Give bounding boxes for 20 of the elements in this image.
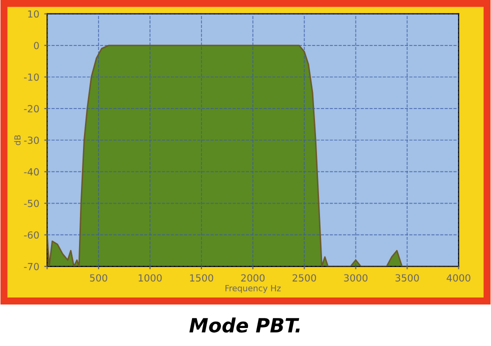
x-tick-label: 1500	[190, 274, 214, 282]
x-tick-label: 3500	[396, 274, 419, 282]
x-tick-label: 2500	[292, 274, 316, 282]
x-tick-label: 500	[90, 274, 108, 282]
y-tick-label: -50	[24, 200, 39, 208]
y-tick-label: -20	[24, 105, 39, 112]
x-axis-title: Frequency Hz	[226, 285, 281, 293]
x-tick-label: 3000	[344, 274, 368, 282]
y-tick-label: -40	[24, 168, 39, 176]
y-tick-label: -10	[24, 73, 39, 81]
y-tick-label: -30	[24, 136, 39, 144]
x-tick-label: 1000	[138, 274, 162, 282]
x-tick-label: 2000	[241, 274, 265, 282]
y-tick-label: -70	[24, 262, 39, 270]
y-tick-label: 0	[34, 42, 39, 50]
text: Mode PBT.	[189, 318, 300, 333]
y-axis-title: dB	[14, 135, 21, 146]
y-tick-label: -60	[24, 231, 39, 239]
y-tick-label: 10	[28, 10, 39, 18]
x-tick-label: 4000	[446, 274, 470, 282]
